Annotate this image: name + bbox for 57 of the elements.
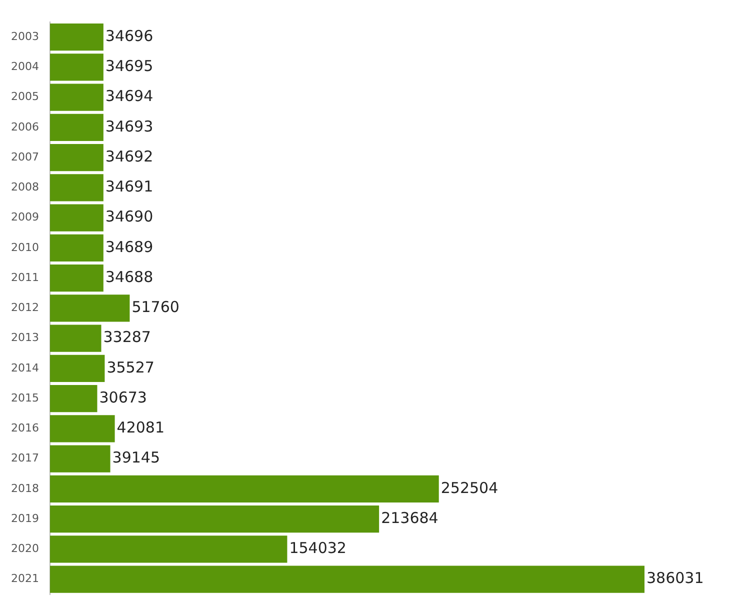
y-tick-label: 2003 bbox=[10, 30, 39, 43]
bar bbox=[50, 324, 102, 352]
bar bbox=[50, 475, 439, 503]
y-tick-label: 2019 bbox=[10, 512, 39, 525]
y-tick-label: 2008 bbox=[10, 180, 39, 194]
bar bbox=[50, 385, 98, 412]
data-label: 42081 bbox=[116, 418, 165, 437]
bar bbox=[50, 506, 380, 533]
y-tick-label: 2021 bbox=[10, 572, 39, 586]
data-label: 34694 bbox=[105, 87, 154, 106]
bar bbox=[50, 294, 130, 322]
bar bbox=[50, 234, 104, 262]
bar bbox=[50, 114, 104, 141]
y-tick-label: 2012 bbox=[10, 301, 39, 314]
data-label: 34690 bbox=[105, 208, 154, 226]
bar bbox=[50, 354, 105, 382]
data-label: 33287 bbox=[103, 328, 151, 346]
bar bbox=[50, 24, 104, 51]
bar bbox=[50, 174, 104, 202]
bar bbox=[50, 144, 104, 172]
data-label: 34689 bbox=[105, 238, 154, 256]
bar bbox=[50, 264, 104, 292]
y-tick-label: 2006 bbox=[10, 120, 39, 134]
data-label: 30673 bbox=[99, 388, 147, 406]
data-label: 51760 bbox=[132, 298, 180, 316]
data-label: 34688 bbox=[105, 268, 154, 286]
data-label: 34693 bbox=[105, 117, 154, 136]
data-label: 34695 bbox=[105, 57, 154, 76]
y-tick-label: 2004 bbox=[10, 60, 39, 74]
y-tick-label: 2017 bbox=[10, 452, 39, 465]
data-label: 34691 bbox=[105, 178, 154, 196]
data-label: 154032 bbox=[289, 539, 346, 558]
data-label: 39145 bbox=[112, 448, 160, 467]
y-tick-label: 2011 bbox=[10, 270, 39, 284]
y-tick-label: 2014 bbox=[10, 361, 39, 374]
bar bbox=[50, 204, 104, 232]
y-tick-label: 2016 bbox=[10, 422, 39, 435]
y-tick-label: 2010 bbox=[10, 240, 39, 254]
bar bbox=[50, 84, 104, 111]
bar bbox=[50, 536, 288, 563]
data-label: 34696 bbox=[105, 26, 154, 45]
data-label: 252504 bbox=[440, 478, 498, 497]
y-tick-label: 2005 bbox=[10, 90, 39, 104]
y-tick-label: 2020 bbox=[10, 542, 39, 556]
y-tick-label: 2007 bbox=[10, 150, 39, 164]
data-label: 34692 bbox=[105, 147, 154, 166]
data-label: 35527 bbox=[106, 358, 154, 376]
data-label: 213684 bbox=[381, 508, 438, 527]
bar bbox=[50, 54, 104, 81]
y-tick-label: 2018 bbox=[10, 482, 39, 495]
bar bbox=[50, 415, 115, 442]
data-label: 386031 bbox=[646, 569, 704, 588]
y-tick-label: 2009 bbox=[10, 210, 39, 224]
bar bbox=[50, 566, 644, 593]
y-tick-label: 2015 bbox=[10, 391, 39, 404]
y-tick-label: 2013 bbox=[10, 331, 39, 344]
bar bbox=[50, 445, 110, 472]
